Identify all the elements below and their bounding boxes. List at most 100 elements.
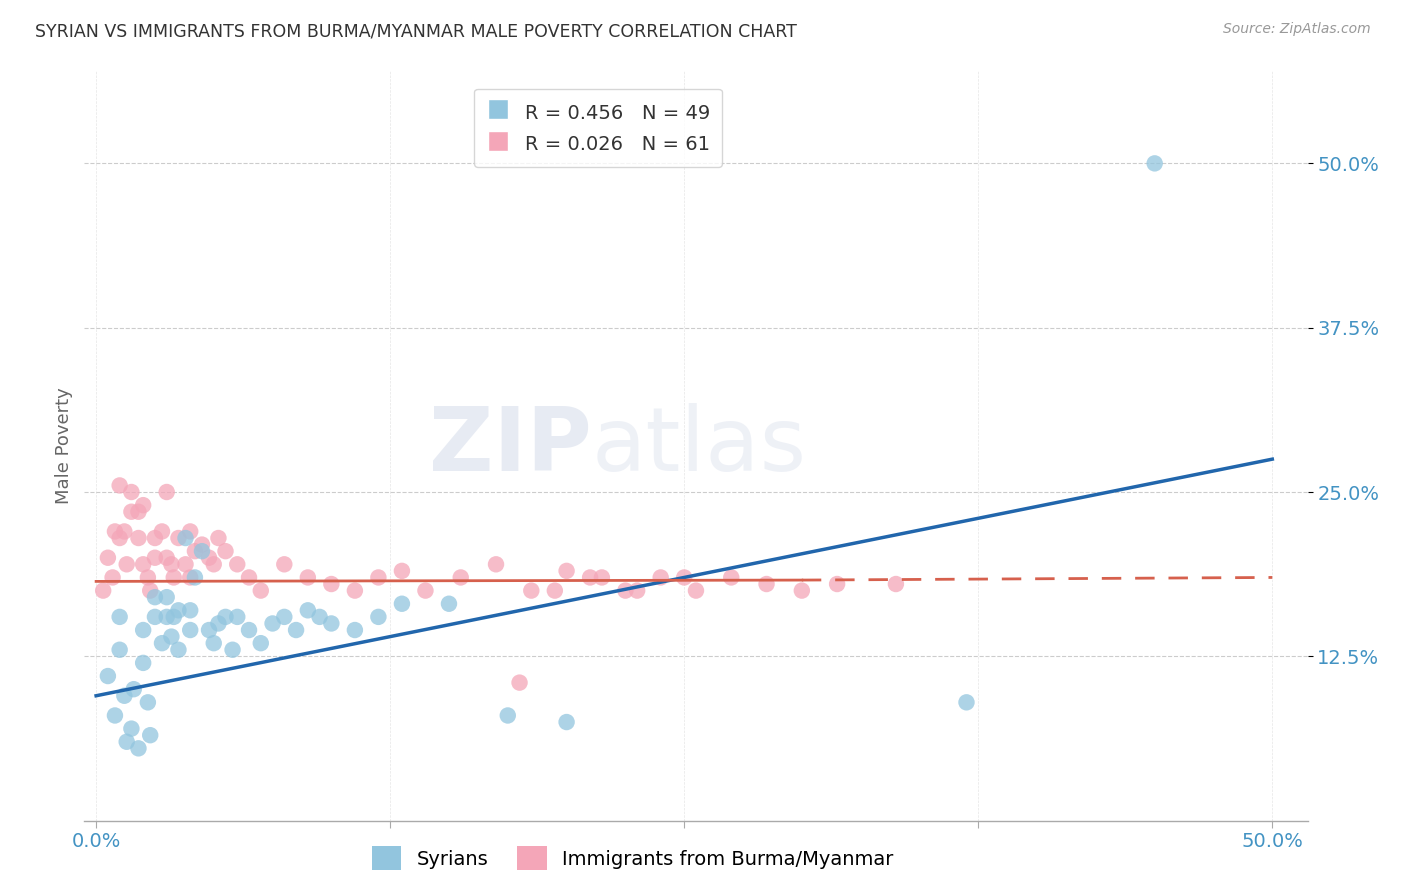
Point	[127, 531, 149, 545]
Point	[97, 669, 120, 683]
Point	[673, 570, 696, 584]
Point	[120, 505, 142, 519]
Point	[179, 603, 201, 617]
Point	[156, 590, 179, 604]
Point	[174, 531, 197, 545]
Point	[720, 570, 742, 584]
Point	[485, 558, 508, 572]
Point	[160, 630, 183, 644]
Point	[207, 531, 229, 545]
Point	[555, 714, 578, 729]
Point	[139, 728, 162, 742]
Point	[591, 570, 613, 584]
Point	[184, 570, 207, 584]
Point	[108, 531, 131, 545]
Point	[884, 577, 907, 591]
Point	[179, 623, 201, 637]
Point	[308, 610, 330, 624]
Point	[150, 524, 173, 539]
Point	[143, 550, 166, 565]
Point	[163, 610, 186, 624]
Point	[139, 583, 162, 598]
Point	[415, 583, 437, 598]
Point	[555, 564, 578, 578]
Point	[343, 583, 366, 598]
Point	[112, 524, 135, 539]
Point	[132, 558, 155, 572]
Point	[214, 544, 236, 558]
Point	[127, 505, 149, 519]
Point	[262, 616, 284, 631]
Point	[273, 558, 295, 572]
Point	[437, 597, 460, 611]
Point	[115, 735, 138, 749]
Point	[367, 570, 389, 584]
Text: SYRIAN VS IMMIGRANTS FROM BURMA/MYANMAR MALE POVERTY CORRELATION CHART: SYRIAN VS IMMIGRANTS FROM BURMA/MYANMAR …	[35, 22, 797, 40]
Point	[226, 558, 249, 572]
Point	[207, 616, 229, 631]
Point	[221, 642, 243, 657]
Point	[544, 583, 567, 598]
Point	[825, 577, 848, 591]
Point	[179, 570, 201, 584]
Point	[122, 682, 145, 697]
Point	[156, 550, 179, 565]
Text: Source: ZipAtlas.com: Source: ZipAtlas.com	[1223, 22, 1371, 37]
Point	[321, 616, 343, 631]
Point	[179, 524, 201, 539]
Point	[285, 623, 308, 637]
Point	[108, 642, 131, 657]
Point	[198, 550, 221, 565]
Point	[115, 558, 138, 572]
Point	[367, 610, 389, 624]
Y-axis label: Male Poverty: Male Poverty	[55, 388, 73, 504]
Point	[127, 741, 149, 756]
Point	[226, 610, 249, 624]
Point	[191, 538, 214, 552]
Point	[520, 583, 543, 598]
Point	[496, 708, 519, 723]
Point	[108, 610, 131, 624]
Point	[202, 636, 225, 650]
Point	[104, 524, 127, 539]
Point	[650, 570, 672, 584]
Point	[238, 570, 260, 584]
Point	[136, 695, 159, 709]
Point	[297, 603, 319, 617]
Point	[202, 558, 225, 572]
Point	[156, 485, 179, 500]
Point	[143, 590, 166, 604]
Point	[184, 544, 207, 558]
Point	[391, 597, 413, 611]
Point	[91, 583, 114, 598]
Point	[97, 550, 120, 565]
Point	[614, 583, 637, 598]
Point	[163, 570, 186, 584]
Point	[755, 577, 778, 591]
Point	[156, 610, 179, 624]
Point	[132, 623, 155, 637]
Point	[1143, 156, 1166, 170]
Point	[685, 583, 707, 598]
Point	[143, 610, 166, 624]
Point	[174, 558, 197, 572]
Point	[101, 570, 124, 584]
Point	[167, 642, 190, 657]
Point	[321, 577, 343, 591]
Point	[214, 610, 236, 624]
Point	[112, 689, 135, 703]
Point	[249, 583, 271, 598]
Point	[104, 708, 127, 723]
Point	[249, 636, 271, 650]
Point	[955, 695, 977, 709]
Text: ZIP: ZIP	[429, 402, 592, 490]
Point	[297, 570, 319, 584]
Point	[343, 623, 366, 637]
Point	[120, 722, 142, 736]
Point	[191, 544, 214, 558]
Point	[132, 656, 155, 670]
Text: atlas: atlas	[592, 402, 807, 490]
Point	[136, 570, 159, 584]
Point	[167, 603, 190, 617]
Point	[143, 531, 166, 545]
